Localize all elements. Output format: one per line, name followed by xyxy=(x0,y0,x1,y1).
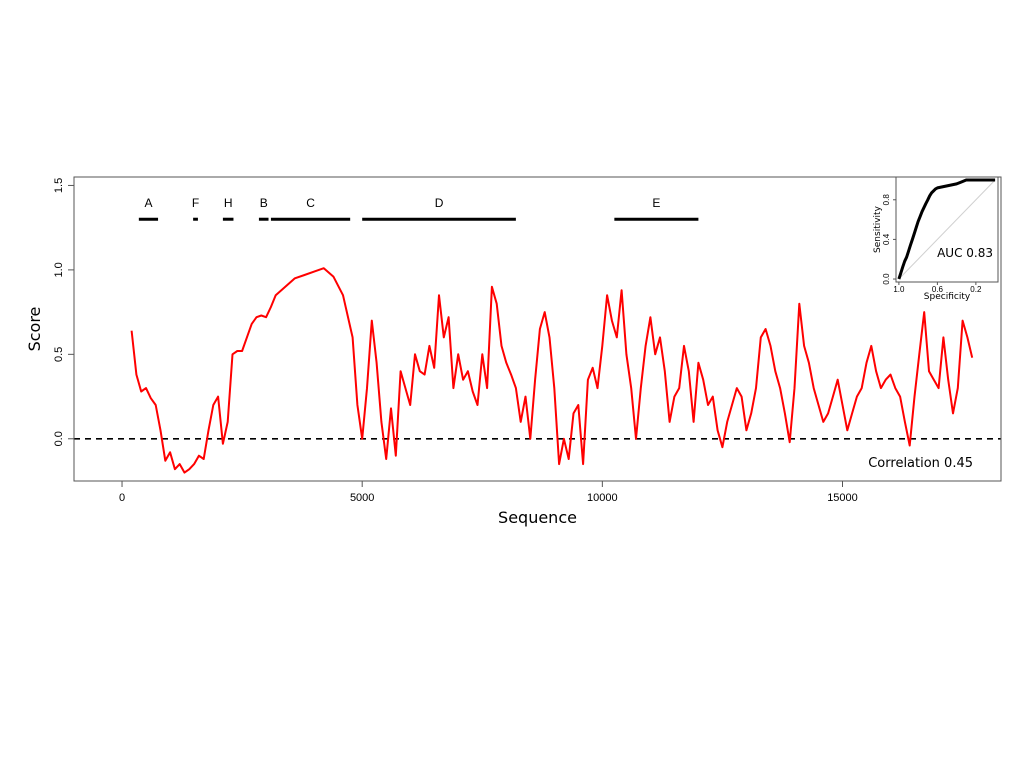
x-tick-label: 10000 xyxy=(587,492,618,504)
roc-curve xyxy=(897,178,996,280)
x-axis-label: Sequence xyxy=(498,508,577,527)
correlation-annotation: Correlation 0.45 xyxy=(868,456,973,471)
inset-y-tick-label: 0.0 xyxy=(882,273,891,285)
roc-diagonal xyxy=(898,179,996,280)
region-label: C xyxy=(306,196,315,210)
y-tick-label: 0.5 xyxy=(53,347,65,362)
inset-frame xyxy=(895,176,999,283)
y-tick-label: 1.5 xyxy=(53,178,65,193)
series-line xyxy=(130,267,974,474)
region-label: E xyxy=(652,196,660,210)
region-label: B xyxy=(260,196,268,210)
inset-x-axis-label: Specificity xyxy=(924,292,971,302)
y-tick-label: 1.0 xyxy=(53,262,65,277)
auc-annotation: AUC 0.83 xyxy=(937,246,993,260)
region-label: H xyxy=(224,196,233,210)
roc-inset: 1.0 0.6 0.2 0.0 0.4 0.8 Specificity Sensitivi… xyxy=(873,176,999,302)
region-label: F xyxy=(192,196,199,210)
region-label: A xyxy=(144,196,152,210)
inset-x-tick-label: 0.2 xyxy=(970,285,982,294)
y-axis-label: Score xyxy=(25,307,44,352)
x-tick-label: 5000 xyxy=(350,492,374,504)
axis-ticks: 0 5000 10000 15000 0.0 0.5 1.0 1.5 xyxy=(53,178,858,504)
y-tick-label: 0.0 xyxy=(53,431,65,446)
main-plot: 0 5000 10000 15000 0.0 0.5 1.0 1.5 A F H B C D E Sequ… xyxy=(25,176,1002,527)
inset-y-tick-label: 0.4 xyxy=(882,233,891,245)
x-tick-label: 0 xyxy=(119,492,125,504)
inset-y-tick-label: 0.8 xyxy=(882,194,891,206)
inset-x-tick-label: 1.0 xyxy=(893,285,905,294)
inset-x-tick-label: 0.6 xyxy=(932,285,944,294)
inset-y-axis-label: Sensitivity xyxy=(873,205,883,253)
plot-frame xyxy=(73,176,1002,482)
region-label: D xyxy=(435,196,444,210)
x-tick-label: 15000 xyxy=(827,492,858,504)
